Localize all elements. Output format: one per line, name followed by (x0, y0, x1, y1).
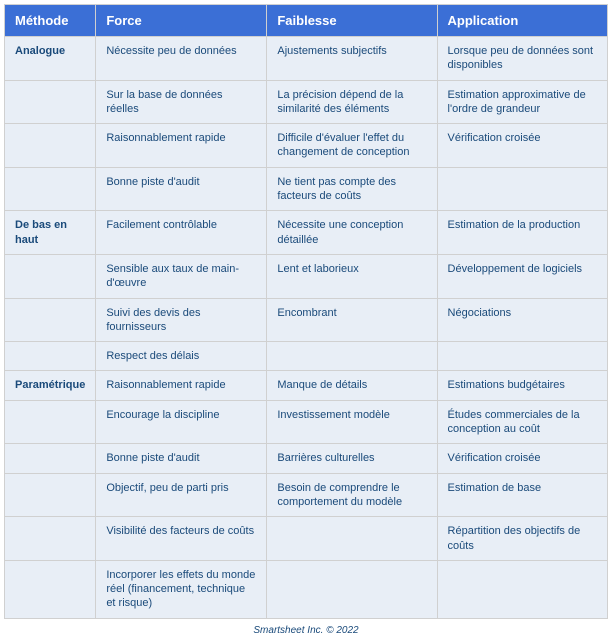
data-cell (437, 560, 607, 618)
table-row: AnalogueNécessite peu de donnéesAjusteme… (5, 37, 608, 81)
data-cell: Lorsque peu de données sont disponibles (437, 37, 607, 81)
data-cell: Répartition des objectifs de coûts (437, 517, 607, 561)
data-cell: Manque de détails (267, 371, 437, 400)
data-cell: Estimations budgétaires (437, 371, 607, 400)
table-row: Sur la base de données réellesLa précisi… (5, 80, 608, 124)
data-cell: Lent et laborieux (267, 254, 437, 298)
data-cell: Sensible aux taux de main-d'œuvre (96, 254, 267, 298)
data-cell: Visibilité des facteurs de coûts (96, 517, 267, 561)
data-cell: Estimation de la production (437, 211, 607, 255)
data-cell: Investissement modèle (267, 400, 437, 444)
data-cell: Nécessite une conception détaillée (267, 211, 437, 255)
data-cell: Respect des délais (96, 342, 267, 371)
methods-table: Méthode Force Faiblesse Application Anal… (4, 4, 608, 619)
table-row: De bas en hautFacilement contrôlableNéce… (5, 211, 608, 255)
data-cell: Négociations (437, 298, 607, 342)
data-cell: Nécessite peu de données (96, 37, 267, 81)
data-cell (267, 342, 437, 371)
table-row: Sensible aux taux de main-d'œuvreLent et… (5, 254, 608, 298)
data-cell: Barrières culturelles (267, 444, 437, 473)
data-cell: Ne tient pas compte des facteurs de coût… (267, 167, 437, 211)
table-row: Raisonnablement rapideDifficile d'évalue… (5, 124, 608, 168)
method-cell (5, 473, 96, 517)
footer-credit: Smartsheet Inc. © 2022 (4, 625, 608, 636)
method-cell: Paramétrique (5, 371, 96, 400)
data-cell: Bonne piste d'audit (96, 444, 267, 473)
column-header-method: Méthode (5, 5, 96, 37)
method-cell (5, 342, 96, 371)
data-cell: Vérification croisée (437, 444, 607, 473)
data-cell: Objectif, peu de parti pris (96, 473, 267, 517)
data-cell: Encourage la discipline (96, 400, 267, 444)
method-cell (5, 400, 96, 444)
method-cell (5, 80, 96, 124)
data-cell: Raisonnablement rapide (96, 124, 267, 168)
table-body: AnalogueNécessite peu de donnéesAjusteme… (5, 37, 608, 619)
data-cell: Développement de logiciels (437, 254, 607, 298)
data-cell: La précision dépend de la similarité des… (267, 80, 437, 124)
data-cell (267, 560, 437, 618)
column-header-weakness: Faiblesse (267, 5, 437, 37)
data-cell: Études commerciales de la conception au … (437, 400, 607, 444)
data-cell (437, 342, 607, 371)
table-row: Suivi des devis des fournisseursEncombra… (5, 298, 608, 342)
method-cell (5, 167, 96, 211)
data-cell: Estimation de base (437, 473, 607, 517)
data-cell: Estimation approximative de l'ordre de g… (437, 80, 607, 124)
data-cell: Suivi des devis des fournisseurs (96, 298, 267, 342)
method-cell: De bas en haut (5, 211, 96, 255)
data-cell: Bonne piste d'audit (96, 167, 267, 211)
data-cell: Besoin de comprendre le comportement du … (267, 473, 437, 517)
table-row: Encourage la disciplineInvestissement mo… (5, 400, 608, 444)
method-cell (5, 517, 96, 561)
data-cell: Vérification croisée (437, 124, 607, 168)
table-row: Respect des délais (5, 342, 608, 371)
data-cell (267, 517, 437, 561)
method-cell (5, 124, 96, 168)
table-row: ParamétriqueRaisonnablement rapideManque… (5, 371, 608, 400)
table-row: Incorporer les effets du monde réel (fin… (5, 560, 608, 618)
method-cell (5, 298, 96, 342)
table-header-row: Méthode Force Faiblesse Application (5, 5, 608, 37)
method-cell (5, 444, 96, 473)
data-cell: Raisonnablement rapide (96, 371, 267, 400)
data-cell: Difficile d'évaluer l'effet du changemen… (267, 124, 437, 168)
table-row: Objectif, peu de parti prisBesoin de com… (5, 473, 608, 517)
table-row: Bonne piste d'auditBarrières culturelles… (5, 444, 608, 473)
data-cell: Facilement contrôlable (96, 211, 267, 255)
data-cell: Sur la base de données réelles (96, 80, 267, 124)
method-cell (5, 560, 96, 618)
data-cell: Incorporer les effets du monde réel (fin… (96, 560, 267, 618)
data-cell: Encombrant (267, 298, 437, 342)
method-cell: Analogue (5, 37, 96, 81)
column-header-force: Force (96, 5, 267, 37)
method-cell (5, 254, 96, 298)
table-row: Bonne piste d'auditNe tient pas compte d… (5, 167, 608, 211)
table-row: Visibilité des facteurs de coûts Répartit… (5, 517, 608, 561)
column-header-application: Application (437, 5, 607, 37)
data-cell: Ajustements subjectifs (267, 37, 437, 81)
data-cell (437, 167, 607, 211)
